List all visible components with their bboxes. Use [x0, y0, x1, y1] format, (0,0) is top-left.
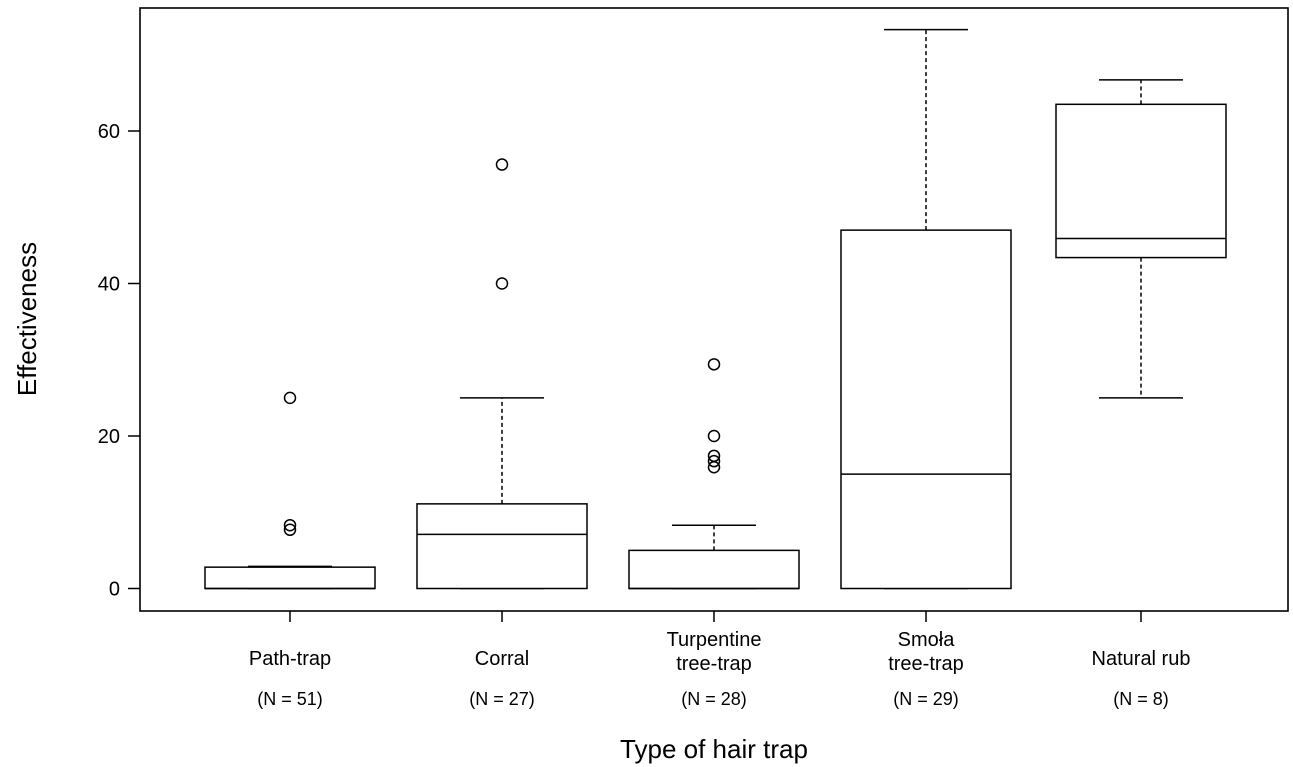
y-axis-title: Effectiveness: [12, 242, 42, 396]
outlier-point: [707, 429, 721, 443]
outlier-point: [495, 277, 509, 290]
outlier-point: [283, 391, 297, 405]
iqr-box: [1055, 103, 1227, 259]
y-tick-label: 60: [98, 121, 120, 143]
iqr-box: [416, 503, 588, 590]
box-group: [1055, 79, 1227, 399]
x-sample-size-label: (N = 28): [681, 689, 747, 709]
iqr-box: [840, 229, 1012, 590]
box-group: [416, 158, 588, 590]
box-group: [628, 358, 800, 590]
x-category-label: tree-trap: [676, 653, 752, 675]
outlier-point: [283, 518, 297, 532]
box-group: [840, 28, 1012, 590]
iqr-box: [204, 566, 376, 590]
outlier-point: [707, 449, 721, 463]
y-axis: 0 20 40 60: [98, 121, 140, 601]
boxes-layer: [204, 28, 1227, 590]
x-axis: Path-trap (N = 51) Corral (N = 27) Turpentin…: [249, 611, 1191, 709]
y-tick-label: 40: [98, 274, 120, 296]
x-axis-title: Type of hair trap: [620, 734, 808, 764]
y-tick-label: 0: [109, 579, 120, 601]
x-category-label: tree-trap: [888, 653, 964, 675]
iqr-box: [628, 549, 800, 590]
y-tick-label: 20: [98, 426, 120, 448]
outlier-point: [707, 454, 721, 468]
outlier-point: [283, 523, 297, 537]
x-category-label: Corral: [475, 648, 529, 670]
outlier-point: [707, 358, 721, 371]
x-sample-size-label: (N = 29): [893, 689, 959, 709]
x-category-label: Path-trap: [249, 648, 331, 670]
x-category-label: Natural rub: [1092, 648, 1191, 670]
x-sample-size-label: (N = 8): [1113, 689, 1169, 709]
x-sample-size-label: (N = 51): [257, 689, 323, 709]
box-group: [204, 391, 376, 590]
x-category-label: Turpentine: [667, 629, 762, 651]
x-category-label: Smoła: [898, 629, 956, 651]
plot-frame: [139, 7, 1289, 612]
outlier-point: [495, 158, 509, 171]
x-sample-size-label: (N = 27): [469, 689, 535, 709]
